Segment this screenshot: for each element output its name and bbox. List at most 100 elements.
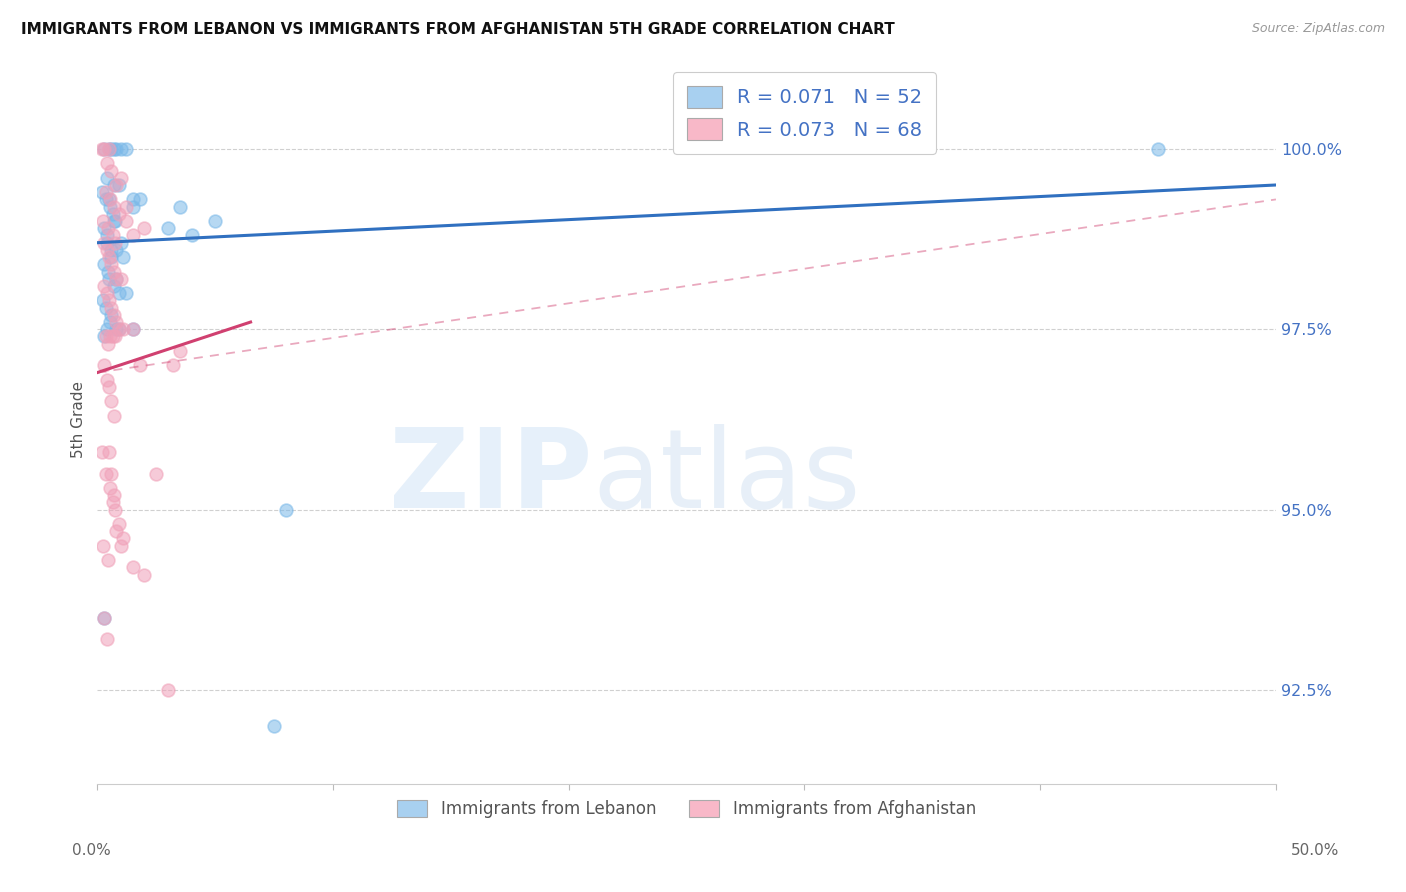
Point (105, 178, 128, 192)
Point (98, 200, 121, 214)
Point (121, 193, 143, 207)
Point (94, 185, 117, 199)
Point (110, 142, 132, 156)
Point (110, 235, 132, 250)
Point (103, 279, 125, 293)
Point (96, 156, 118, 170)
Point (134, 221, 156, 235)
Point (114, 142, 136, 156)
Point (112, 322, 135, 336)
Point (105, 142, 128, 156)
Point (98, 142, 121, 156)
Point (103, 409, 125, 423)
Point (100, 301, 122, 315)
Point (93, 257, 115, 271)
Point (169, 343, 191, 358)
Point (93, 611, 115, 625)
Point (121, 228, 143, 243)
Point (105, 243, 128, 257)
Point (94, 193, 117, 207)
Point (169, 200, 191, 214)
Point (107, 516, 129, 531)
Point (114, 286, 136, 301)
Point (157, 221, 180, 235)
Point (97, 553, 120, 567)
Point (93, 235, 115, 250)
Point (110, 539, 132, 553)
Point (98, 445, 121, 459)
Point (96, 243, 118, 257)
Point (101, 207, 124, 221)
Point (97, 264, 120, 278)
Point (128, 359, 150, 373)
Point (100, 142, 122, 156)
Point (263, 719, 285, 733)
Text: Source: ZipAtlas.com: Source: ZipAtlas.com (1251, 22, 1385, 36)
Point (97, 221, 120, 235)
Point (107, 286, 129, 301)
Point (121, 322, 143, 336)
Point (93, 329, 115, 343)
Point (93, 279, 115, 293)
Point (112, 532, 135, 546)
Point (100, 467, 122, 481)
Point (100, 308, 122, 322)
Point (121, 322, 143, 336)
Point (101, 329, 124, 343)
Point (114, 200, 136, 214)
Legend: Immigrants from Lebanon, Immigrants from Afghanistan: Immigrants from Lebanon, Immigrants from… (389, 791, 984, 826)
Point (94, 329, 117, 343)
Point (145, 467, 167, 481)
Point (104, 235, 127, 250)
Point (107, 207, 129, 221)
Text: ZIP: ZIP (389, 425, 592, 532)
Point (91, 539, 114, 553)
Text: 50.0%: 50.0% (1291, 843, 1339, 858)
Point (121, 560, 143, 574)
Point (107, 322, 129, 336)
Point (105, 315, 128, 329)
Point (103, 214, 125, 228)
Point (100, 243, 122, 257)
Point (96, 373, 118, 387)
Point (112, 250, 135, 264)
Point (98, 250, 121, 264)
Text: 0.0%: 0.0% (72, 843, 111, 858)
Point (98, 193, 121, 207)
Point (105, 524, 128, 539)
Point (274, 502, 297, 516)
Point (1147, 142, 1170, 156)
Point (101, 228, 124, 243)
Point (157, 682, 180, 697)
Point (96, 322, 118, 336)
Point (101, 495, 124, 509)
Point (96, 286, 118, 301)
Point (93, 359, 115, 373)
Point (98, 193, 121, 207)
Point (93, 142, 115, 156)
Point (93, 221, 115, 235)
Point (100, 250, 122, 264)
Point (94, 301, 117, 315)
Point (110, 272, 132, 286)
Point (103, 308, 125, 322)
Point (96, 235, 118, 250)
Text: IMMIGRANTS FROM LEBANON VS IMMIGRANTS FROM AFGHANISTAN 5TH GRADE CORRELATION CHA: IMMIGRANTS FROM LEBANON VS IMMIGRANTS FR… (21, 22, 894, 37)
Point (128, 193, 150, 207)
Point (93, 142, 115, 156)
Point (103, 142, 125, 156)
Point (204, 214, 226, 228)
Point (98, 380, 121, 394)
Point (180, 228, 202, 243)
Point (91, 185, 114, 199)
Point (104, 502, 127, 516)
Point (103, 200, 125, 214)
Point (100, 163, 122, 178)
Point (96, 632, 118, 647)
Point (91, 293, 114, 308)
Point (104, 329, 127, 343)
Point (105, 322, 128, 336)
Point (105, 272, 128, 286)
Point (91, 142, 114, 156)
Point (98, 329, 121, 343)
